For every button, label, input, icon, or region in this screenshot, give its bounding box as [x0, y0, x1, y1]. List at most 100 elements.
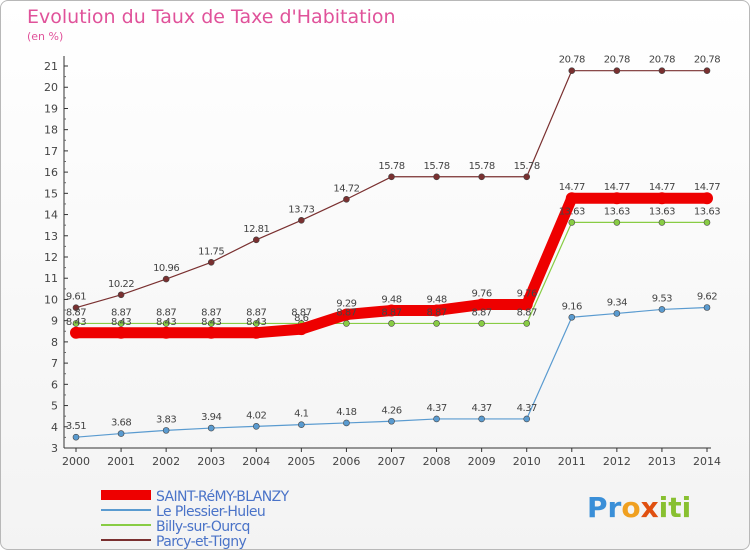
- data-label: 8.87: [156, 307, 176, 318]
- x-tick-label: 2002: [152, 455, 180, 468]
- data-point: [523, 415, 531, 423]
- data-label: 4.18: [336, 407, 356, 418]
- data-point: [568, 313, 576, 321]
- data-point: [523, 173, 531, 181]
- x-tick-label: 2005: [287, 455, 315, 468]
- chart-title: Evolution du Taux de Taxe d'Habitation: [27, 6, 396, 28]
- data-label: 13.63: [694, 206, 720, 217]
- data-label: 20.78: [649, 55, 675, 66]
- data-point: [252, 423, 260, 430]
- data-point: [207, 320, 215, 327]
- data-point: [117, 430, 125, 437]
- x-tick-label: 2012: [603, 455, 631, 468]
- y-tick-label: 9: [51, 315, 58, 328]
- data-point: [565, 192, 578, 205]
- data-point: [430, 304, 443, 317]
- data-label: 9.76: [472, 289, 492, 300]
- proxiti-logo: Proxiti: [587, 491, 691, 524]
- data-label: 3.94: [201, 412, 221, 423]
- data-label: 9.53: [652, 293, 672, 304]
- data-point: [613, 310, 621, 317]
- x-tick-label: 2007: [378, 455, 406, 468]
- legend-label: Billy-sur-Ourcq: [156, 519, 250, 535]
- data-point: [475, 298, 488, 311]
- data-label: 4.1: [294, 409, 309, 420]
- data-label: 10.96: [153, 263, 179, 274]
- data-point: [70, 326, 82, 339]
- y-tick-label: 7: [51, 357, 58, 370]
- data-point: [613, 219, 621, 226]
- data-point: [72, 320, 80, 327]
- data-point: [160, 326, 173, 339]
- data-point: [385, 304, 398, 317]
- data-label: 3.68: [111, 418, 131, 429]
- logo-part: o: [621, 491, 641, 524]
- data-label: 9.61: [66, 292, 86, 303]
- data-point: [250, 326, 263, 339]
- data-point: [520, 298, 533, 311]
- data-point: [478, 320, 485, 327]
- data-point: [703, 67, 711, 74]
- data-point: [343, 195, 350, 203]
- x-tick-label: 2009: [468, 455, 496, 468]
- y-tick-label: 19: [44, 102, 58, 115]
- data-label: 8.87: [472, 307, 492, 318]
- data-point: [568, 219, 576, 226]
- data-point: [658, 67, 666, 74]
- data-point: [343, 419, 350, 427]
- data-label: 9.48: [426, 294, 446, 305]
- data-label: 14.72: [333, 183, 359, 194]
- data-point: [162, 320, 170, 327]
- data-label: 15.78: [378, 161, 404, 172]
- data-point: [207, 259, 215, 266]
- data-point: [658, 306, 666, 313]
- data-point: [433, 173, 440, 181]
- data-point: [252, 320, 260, 327]
- data-point: [701, 192, 713, 205]
- data-label: 15.78: [514, 161, 540, 172]
- x-tick-label: 2004: [242, 455, 270, 468]
- data-point: [117, 291, 125, 299]
- data-label: 8.43: [246, 317, 266, 328]
- data-point: [162, 275, 170, 283]
- data-label: 20.78: [604, 55, 630, 66]
- data-label: 9.34: [607, 297, 627, 308]
- y-tick-label: 3: [51, 442, 58, 455]
- data-point: [478, 173, 485, 181]
- data-label: 12.81: [243, 224, 269, 235]
- data-label: 8.87: [246, 307, 266, 318]
- y-tick-label: 11: [44, 272, 58, 285]
- data-label: 8.87: [66, 307, 86, 318]
- x-tick-label: 2000: [62, 455, 90, 468]
- data-label: 8.87: [426, 307, 446, 318]
- data-label: 8.87: [336, 307, 356, 318]
- data-label: 13.63: [559, 206, 585, 217]
- x-tick-label: 2010: [513, 455, 541, 468]
- y-tick-label: 14: [44, 209, 58, 222]
- data-point: [610, 192, 623, 205]
- data-label: 14.77: [604, 182, 630, 193]
- x-tick-label: 2014: [693, 455, 721, 468]
- logo-part: x: [640, 491, 659, 524]
- y-tick-label: 21: [44, 60, 58, 73]
- data-label: 8.87: [201, 307, 221, 318]
- data-point: [658, 219, 666, 226]
- x-tick-label: 2001: [107, 455, 135, 468]
- data-label: 13.63: [604, 206, 630, 217]
- data-point: [613, 67, 621, 74]
- data-label: 3.51: [66, 421, 86, 432]
- data-label: 20.78: [559, 55, 585, 66]
- data-point: [205, 326, 218, 339]
- data-label: 10.22: [108, 279, 134, 290]
- data-label: 9.62: [697, 292, 717, 303]
- data-point: [388, 320, 395, 327]
- data-label: 4.02: [246, 410, 266, 421]
- data-point: [340, 308, 353, 321]
- data-label: 9.48: [381, 294, 401, 305]
- data-point: [295, 323, 308, 336]
- y-tick-label: 15: [44, 187, 58, 200]
- x-tick-label: 2011: [558, 455, 586, 468]
- data-point: [655, 192, 668, 205]
